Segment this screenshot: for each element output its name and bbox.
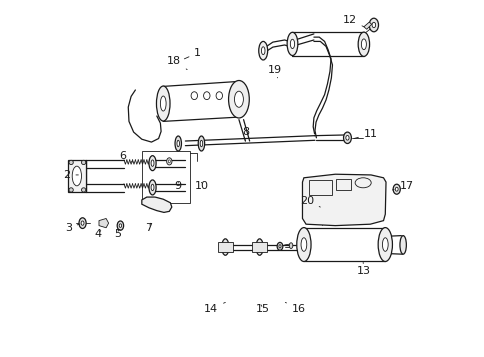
Bar	[252, 242, 266, 252]
Ellipse shape	[394, 187, 397, 191]
Ellipse shape	[378, 228, 392, 261]
Ellipse shape	[371, 22, 375, 28]
Text: 13: 13	[356, 262, 370, 276]
Circle shape	[81, 188, 86, 192]
Ellipse shape	[117, 221, 123, 230]
Text: 9: 9	[174, 181, 182, 191]
Ellipse shape	[216, 92, 222, 100]
Circle shape	[69, 160, 73, 165]
Ellipse shape	[228, 80, 249, 118]
Ellipse shape	[296, 228, 310, 261]
Ellipse shape	[168, 160, 170, 163]
Ellipse shape	[276, 242, 282, 250]
Ellipse shape	[301, 238, 306, 251]
Text: 14: 14	[204, 302, 225, 314]
Ellipse shape	[287, 32, 297, 56]
Polygon shape	[99, 218, 108, 228]
Text: 16: 16	[285, 302, 305, 314]
Ellipse shape	[361, 39, 365, 50]
Ellipse shape	[224, 244, 227, 250]
Text: 18: 18	[166, 56, 187, 70]
Text: 10: 10	[194, 181, 208, 191]
Bar	[141, 151, 190, 203]
Text: 17: 17	[392, 181, 413, 191]
Ellipse shape	[357, 32, 369, 56]
Ellipse shape	[399, 236, 406, 254]
Polygon shape	[363, 22, 371, 29]
Text: 20: 20	[299, 196, 319, 207]
Ellipse shape	[393, 184, 399, 194]
Ellipse shape	[149, 180, 156, 195]
Ellipse shape	[261, 47, 264, 55]
Ellipse shape	[72, 166, 81, 186]
Text: 11: 11	[353, 129, 377, 139]
Ellipse shape	[149, 156, 156, 171]
Polygon shape	[141, 197, 171, 212]
Text: 3: 3	[65, 223, 80, 233]
Ellipse shape	[278, 245, 280, 248]
Ellipse shape	[234, 91, 243, 107]
Ellipse shape	[221, 239, 228, 255]
Ellipse shape	[166, 158, 172, 165]
Text: 4: 4	[94, 229, 101, 239]
Ellipse shape	[200, 140, 202, 147]
Ellipse shape	[203, 92, 210, 100]
Ellipse shape	[198, 136, 204, 151]
Polygon shape	[302, 174, 385, 226]
Ellipse shape	[257, 244, 260, 250]
Ellipse shape	[160, 96, 166, 111]
Bar	[308, 180, 331, 195]
Ellipse shape	[177, 140, 179, 147]
Ellipse shape	[151, 184, 153, 191]
Text: 12: 12	[342, 15, 363, 27]
Circle shape	[69, 188, 73, 192]
Text: 19: 19	[268, 65, 282, 78]
Ellipse shape	[191, 92, 197, 100]
Bar	[335, 179, 350, 190]
Ellipse shape	[151, 160, 153, 166]
Ellipse shape	[345, 135, 348, 140]
Ellipse shape	[256, 239, 263, 255]
Text: 1: 1	[184, 48, 201, 59]
Text: 5: 5	[114, 229, 121, 239]
Text: 6: 6	[119, 151, 133, 162]
Bar	[218, 242, 232, 252]
Text: 8: 8	[242, 127, 248, 141]
Text: 15: 15	[256, 304, 270, 314]
Ellipse shape	[156, 86, 170, 121]
Ellipse shape	[81, 221, 84, 225]
Ellipse shape	[175, 136, 181, 151]
Ellipse shape	[290, 39, 294, 49]
Text: 2: 2	[63, 170, 78, 180]
Ellipse shape	[343, 132, 351, 144]
Ellipse shape	[288, 243, 292, 248]
Ellipse shape	[79, 218, 86, 228]
Ellipse shape	[119, 224, 121, 227]
Polygon shape	[67, 160, 86, 192]
Ellipse shape	[258, 41, 267, 60]
Ellipse shape	[382, 238, 387, 251]
Text: 7: 7	[145, 223, 152, 233]
Circle shape	[81, 160, 86, 165]
Ellipse shape	[368, 18, 378, 32]
